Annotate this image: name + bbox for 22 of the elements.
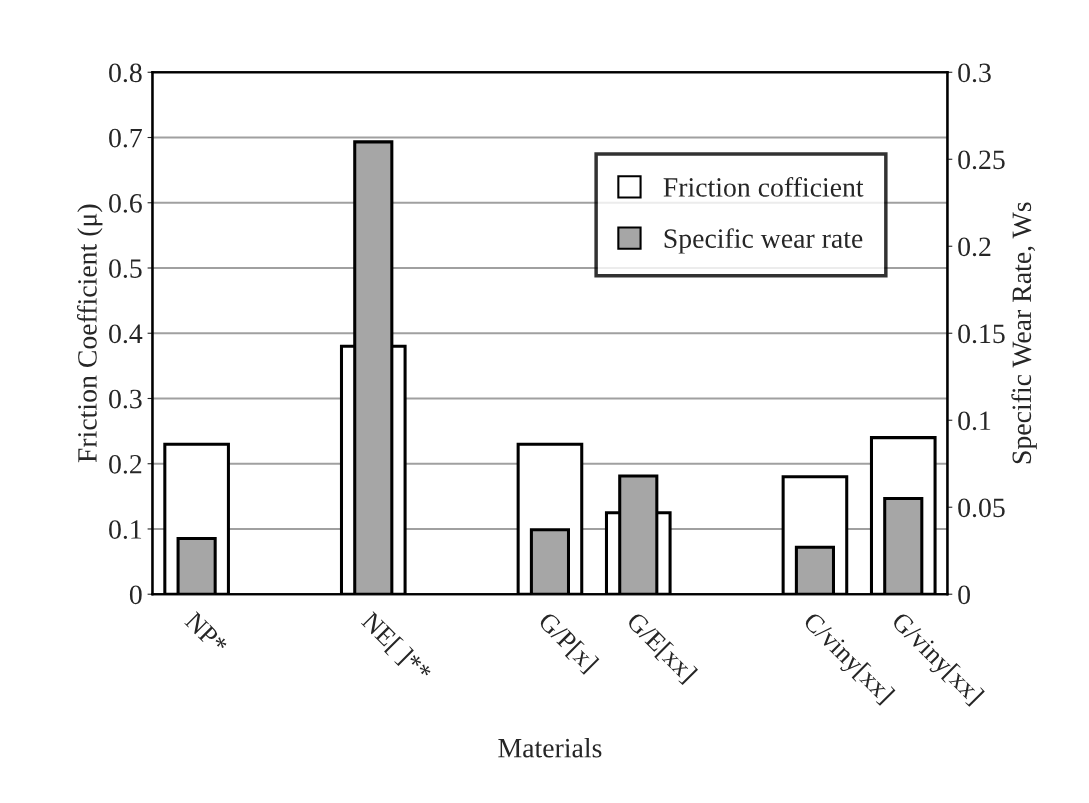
y2-tick-label: 0.05 (958, 498, 1005, 518)
x-axis-title: Materials (498, 737, 602, 758)
y-tick-label: 0.2 (109, 454, 142, 474)
x-tick-label: NP* (184, 611, 229, 656)
y2-axis-title: Specific Wear Rate, Ws (1011, 202, 1037, 464)
y-tick-label: 0.5 (109, 259, 142, 279)
y-tick-label: 0.1 (109, 520, 142, 540)
legend-label: Specific wear rate (664, 228, 863, 254)
y2-tick-label: 0.15 (958, 324, 1005, 344)
legend-label: Friction cofficient (663, 176, 864, 197)
y-tick-label: 0.7 (109, 128, 142, 148)
y-tick-label: 0.3 (109, 389, 142, 409)
y-tick-label: 0 (129, 585, 142, 605)
y-tick-label: 0.6 (109, 193, 142, 213)
y2-tick-label: 0.1 (958, 411, 991, 431)
y-tick-label: 0.8 (109, 63, 142, 83)
y2-tick-label: 0.3 (958, 63, 991, 83)
y2-tick-label: 0.25 (958, 150, 1005, 170)
y2-tick-label: 0.2 (958, 237, 991, 257)
y-axis-title: Friction Coefficient (μ) (76, 204, 103, 463)
y2-tick-label: 0 (958, 585, 970, 605)
y-tick-label: 0.4 (109, 324, 143, 344)
